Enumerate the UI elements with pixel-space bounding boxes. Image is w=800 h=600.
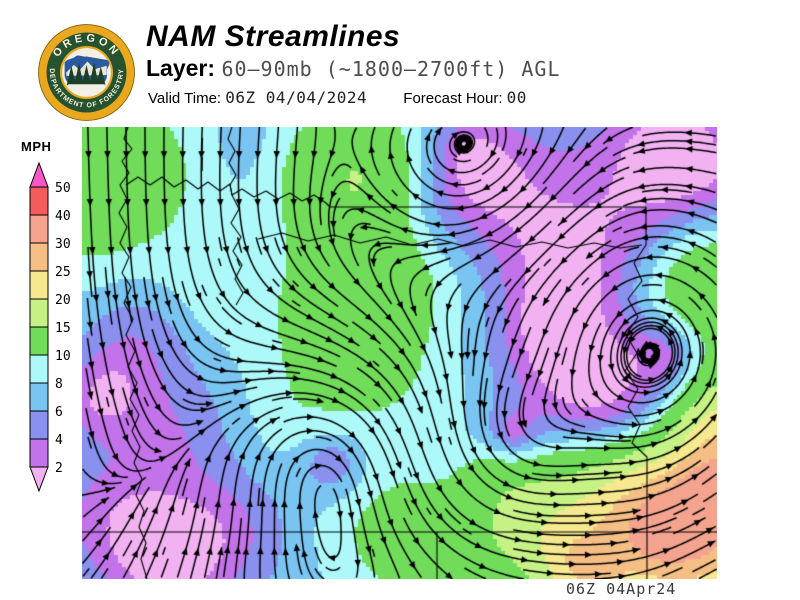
logo-snow-band [67,84,106,90]
legend-segment [29,382,49,412]
legend-segment [29,214,49,244]
layer-label: Layer: [146,55,216,81]
legend-tick-label: 8 [55,377,63,392]
legend-segment [29,354,49,384]
forecast-hour-label: Forecast Hour: [403,90,503,107]
map-timestamp-note: 06Z 04Apr24 [566,580,677,598]
legend-tick-label: 2 [55,461,63,476]
layer-value: 60–90mb (~1800–2700ft) AGL [221,57,561,81]
legend-tick-label: 4 [55,433,63,448]
legend-tick-label: 40 [55,209,71,224]
legend-segment [29,186,49,216]
legend-segment [29,242,49,272]
layer-line: Layer: 60–90mb (~1800–2700ft) AGL [146,55,561,82]
logo-trees-icon [66,62,106,86]
legend-tick-label: 15 [55,321,71,336]
legend-unit-label: MPH [21,139,52,154]
legend-tick-label: 10 [55,349,71,364]
streamline-wind-map [82,127,717,579]
legend-segment [29,298,49,328]
wind-speed-legend: 50 40 30 25 20 15 10 8 6 4 2 [29,161,71,493]
valid-time-line: Valid Time: 06Z 04/04/2024 Forecast Hour… [148,88,527,107]
valid-time-label: Valid Time: [148,90,222,107]
legend-arrow-bottom [29,466,49,493]
legend-tick-label: 30 [55,237,71,252]
legend-tick-label: 6 [55,405,63,420]
legend-segment [29,270,49,300]
page-title: NAM Streamlines [146,20,401,53]
legend-tick-label: 25 [55,265,71,280]
legend-segment [29,438,49,468]
legend-segment [29,326,49,356]
legend-tick-label: 20 [55,293,71,308]
valid-time-value: 06Z 04/04/2024 [225,88,368,107]
legend-arrow-top [29,161,49,188]
oregon-department-of-forestry-logo-icon: OREGON DEPARTMENT OF FORESTRY [38,24,135,121]
legend-segment [29,410,49,440]
legend-tick-label: 50 [55,181,71,196]
forecast-hour-value: 00 [506,88,527,107]
